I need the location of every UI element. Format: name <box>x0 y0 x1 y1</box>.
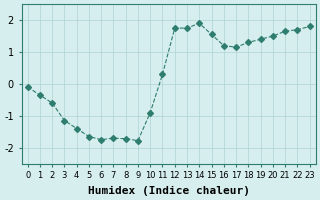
X-axis label: Humidex (Indice chaleur): Humidex (Indice chaleur) <box>88 186 250 196</box>
